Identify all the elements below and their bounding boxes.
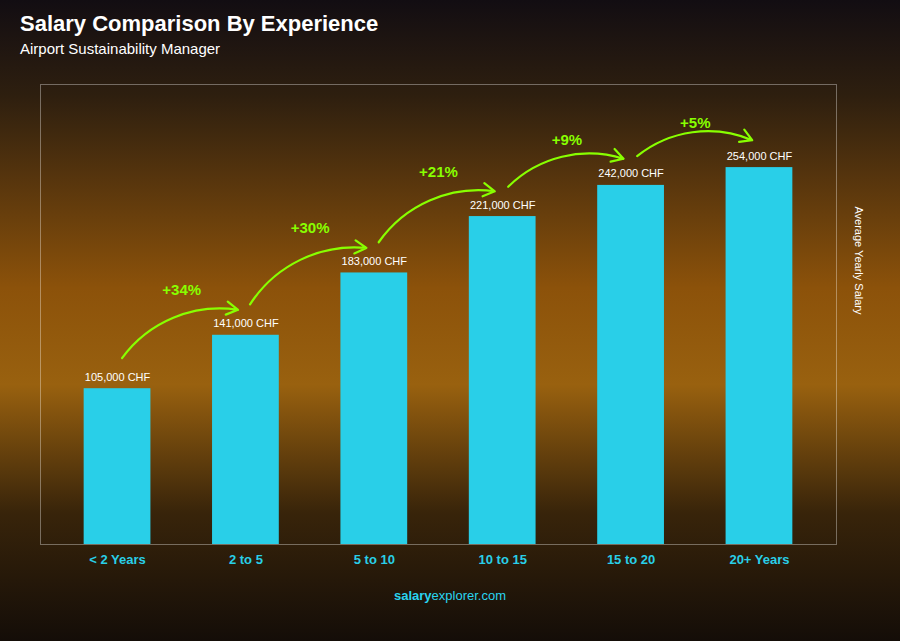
svg-text:+34%: +34% (162, 281, 201, 298)
html-text:Salary Comparison By Experienc: Salary Comparison By Experience (20, 11, 379, 36)
svg-text:+21%: +21% (419, 162, 458, 179)
svg-text:183,000 CHF: 183,000 CHF (342, 254, 408, 266)
svg-text:15 to 20: 15 to 20 (607, 551, 655, 566)
svg-text:+30%: +30% (291, 218, 330, 235)
svg-text:254,000 CHF: 254,000 CHF (727, 149, 793, 161)
html-text:salary explorer.com: salary explorer.com (394, 587, 506, 603)
svg-text:5 to 10: 5 to 10 (354, 551, 395, 566)
svg-text:221,000 CHF: 221,000 CHF (470, 198, 536, 210)
svg-text:+5%: +5% (680, 113, 710, 130)
svg-text:2 to 5: 2 to 5 (229, 551, 263, 566)
svg-text:20+ Years: 20+ Years (729, 551, 789, 566)
svg-text:141,000 CHF: 141,000 CHF (213, 317, 279, 329)
svg-text:242,000 CHF: 242,000 CHF (598, 167, 664, 179)
svg-text:< 2 Years: < 2 Years (89, 551, 146, 566)
svg-text:+9%: +9% (552, 131, 582, 148)
svg-text:105,000 CHF: 105,000 CHF (85, 370, 151, 382)
html-text:Airport Sustainability Manager: Airport Sustainability Manager (20, 39, 221, 57)
svg-text:Average Yearly Salary: Average Yearly Salary (853, 206, 865, 315)
svg-text:10 to 15: 10 to 15 (478, 551, 526, 566)
